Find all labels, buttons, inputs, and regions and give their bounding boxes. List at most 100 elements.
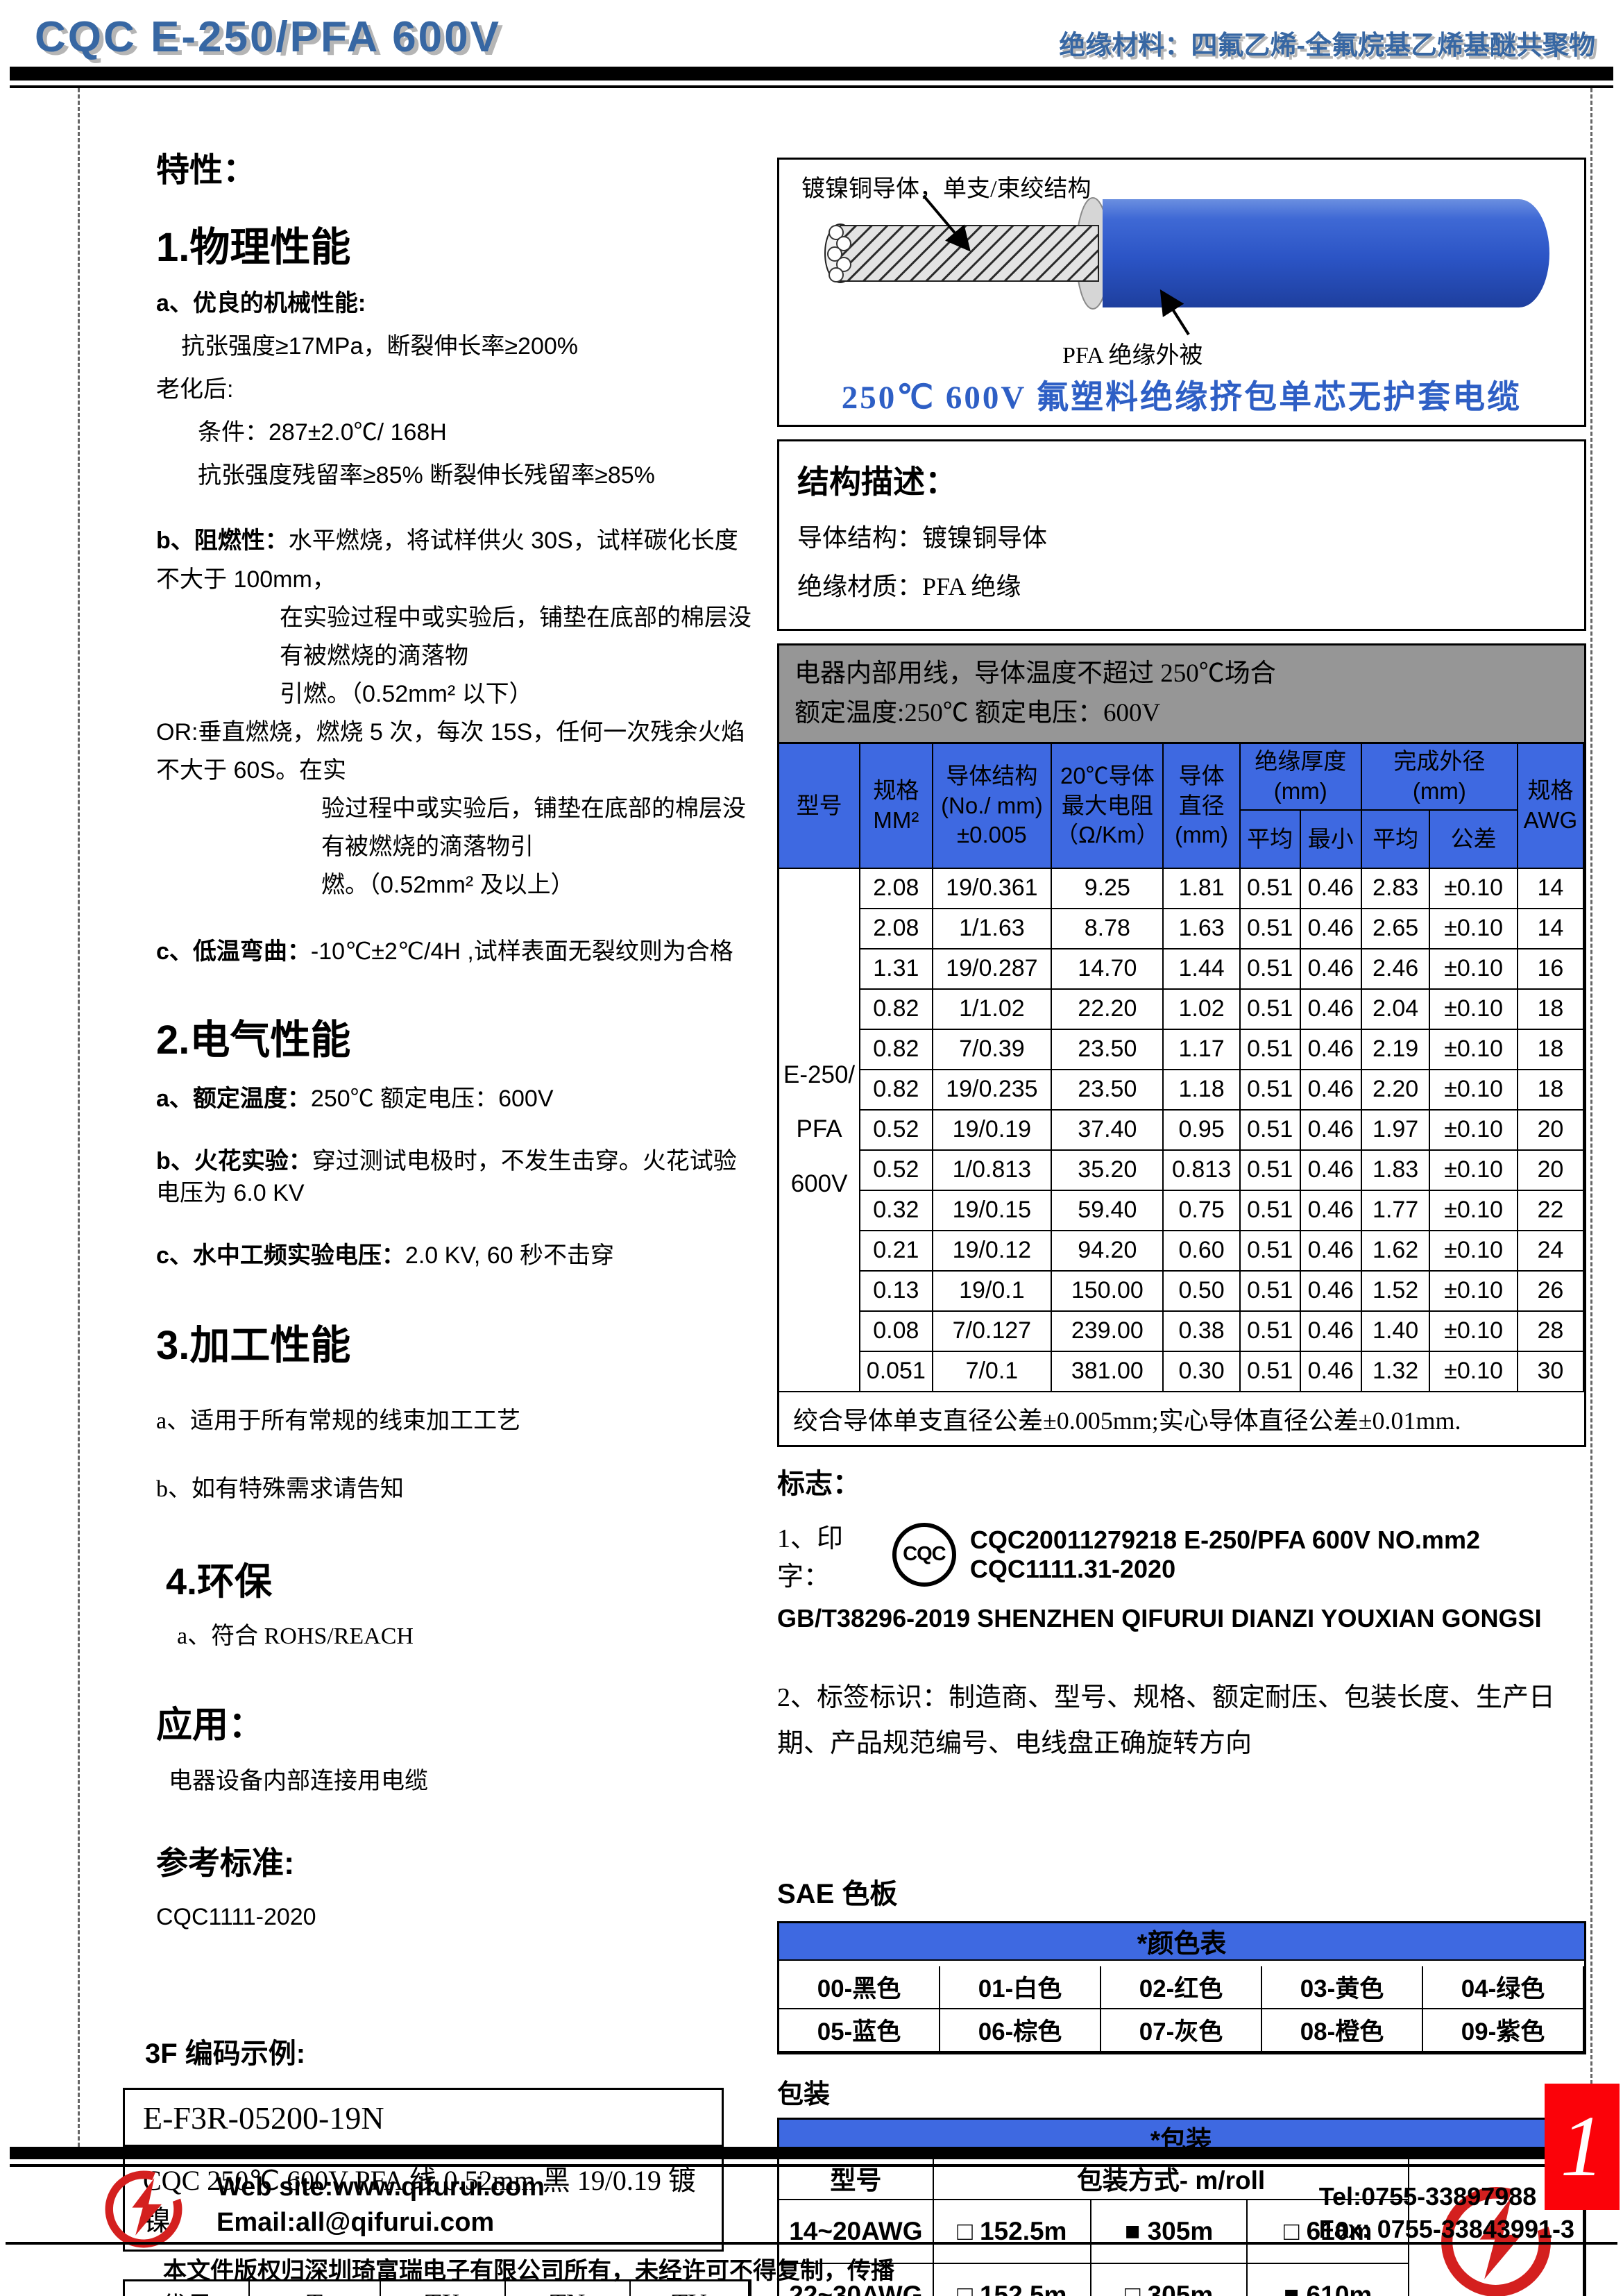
spec-cell: 0.46 (1300, 1190, 1362, 1231)
spec-cell: 0.82 (860, 1029, 933, 1070)
spec-cell: 18 (1518, 1070, 1584, 1111)
footer-tel: Tel:0755-33897988 (1318, 2182, 1537, 2211)
spec-table-body: E-250/ PFA 600V 2.08 19/0.361 9.25 1.81 … (779, 868, 1584, 1392)
packaging-option-checkbox: ■ 305m (1091, 2200, 1248, 2264)
spec-cell: 7/0.127 (933, 1311, 1053, 1352)
spec-cell: 19/0.15 (933, 1190, 1053, 1231)
spec-cell: 1/0.813 (933, 1150, 1053, 1191)
color-cell: 03-黄色 (1262, 1966, 1423, 2009)
conductor-callout-label: 镀镍铜导体，单支/束绞结构 (801, 176, 1091, 202)
env-heading: 4.环保 (166, 1561, 273, 1603)
spec-cell: 2.08 (860, 868, 933, 909)
spec-cell: 14 (1518, 868, 1584, 909)
phys-a-label: a、优良的机械性能: (156, 290, 366, 316)
spec-cell: 0.50 (1164, 1271, 1241, 1312)
footer-email[interactable]: Email:all@qifurui.com (216, 2208, 495, 2238)
spec-cell: ±0.10 (1430, 949, 1518, 990)
spec-cell: 0.75 (1164, 1190, 1241, 1231)
spec-cell: 0.51 (1240, 1351, 1301, 1392)
physical-heading: 1.物理性能 (156, 225, 351, 270)
spec-cell: 19/0.19 (933, 1110, 1053, 1151)
spec-cell: 14 (1518, 909, 1584, 949)
spec-cell: 239.00 (1052, 1311, 1164, 1352)
elec-a: a、额定温度：250℃ 额定电压：600V (156, 1083, 755, 1115)
color-table-title: *颜色表 (779, 1923, 1584, 1961)
spec-cell: 0.46 (1300, 1231, 1362, 1272)
spec-cell: 0.51 (1240, 1190, 1301, 1231)
marks-print-line: 1、印字： CQC CQC20011279218 E-250/PFA 600V … (777, 1517, 1586, 1593)
col-od-tol: 公差 (1430, 810, 1518, 869)
page-number: 1 (1560, 2098, 1604, 2195)
electrical-heading: 2.电气性能 (156, 1018, 351, 1063)
elec-b-text: 穿过测试电极时，不发生击穿。火花试验电压为 6.0 KV (156, 1148, 737, 1206)
usage-band: 电器内部用线，导体温度不超过 250℃场合 额定温度:250℃ 额定电压：600… (779, 645, 1584, 744)
col-finished-od: 完成外径 (mm) (1361, 743, 1518, 811)
spec-cell: 0.08 (860, 1311, 933, 1352)
spec-cell: 1.31 (860, 949, 933, 990)
footer-contact-left: Web site:www.qifurui.com Email:all@qifur… (216, 2170, 545, 2241)
spec-cell: 0.82 (860, 1070, 933, 1111)
usage-line1: 电器内部用线，导体温度不超过 250℃场合 (794, 659, 1276, 688)
spec-cell: 0.051 (860, 1351, 933, 1392)
spec-cell: 1.83 (1361, 1150, 1431, 1191)
footer-website[interactable]: Web site:www.qifurui.com (216, 2172, 545, 2202)
spec-cell: 19/0.235 (933, 1070, 1053, 1111)
spec-cell: 19/0.361 (933, 868, 1053, 909)
spec-table: 电器内部用线，导体温度不超过 250℃场合 额定温度:250℃ 额定电压：600… (777, 643, 1586, 1447)
elec-c-label: c、水中工频实验电压： (156, 1242, 405, 1269)
col-ins-avg: 平均 (1240, 810, 1301, 869)
color-table: *颜色表 00-黑色 01-白色 02-红色 03-黄色 04-绿色 05-蓝色… (777, 1921, 1586, 2054)
spec-cell: 24 (1518, 1231, 1584, 1272)
page-number-badge: 1 (1545, 2084, 1620, 2210)
spec-cell: ±0.10 (1430, 1190, 1518, 1231)
spec-cell: 18 (1518, 1029, 1584, 1070)
conductor-type-cell: TN (506, 2281, 631, 2296)
col-conductor-structure: 导体结构 (No./ mm) ±0.005 (933, 743, 1053, 869)
spec-cell: 2.19 (1361, 1029, 1431, 1070)
packaging-option-checkbox: □ 152.5m (934, 2263, 1092, 2296)
spec-cell: ±0.10 (1430, 1029, 1518, 1070)
flame-or-line1: OR:垂直燃烧，燃烧 5 次，每次 15S，任何一次残余火焰不大于 60S。在实 (156, 718, 745, 784)
color-cell: 05-蓝色 (779, 2009, 940, 2052)
spec-cell: 0.51 (1240, 1150, 1301, 1191)
cable-caption: 250℃ 600V 氟塑料绝缘挤包单芯无护套电缆 (841, 380, 1522, 416)
marks-print-text2: GB/T38296-2019 SHENZHEN QIFURUI DIANZI Y… (777, 1603, 1542, 1632)
spec-cell: 1.40 (1361, 1311, 1431, 1352)
spec-cell: 0.46 (1300, 909, 1362, 949)
elec-b-label: b、火花实验： (156, 1148, 312, 1175)
spec-cell: 0.52 (860, 1110, 933, 1151)
cable-diagram: 镀镍铜导体，单支/束绞结构 PFA 绝缘外被 250℃ 600V 氟塑料绝缘挤包… (777, 158, 1586, 427)
elec-c: c、水中工频实验电压：2.0 KV, 60 秒不击穿 (156, 1240, 755, 1272)
spec-cell: 22.20 (1052, 989, 1164, 1030)
spec-cell: 0.46 (1300, 1110, 1362, 1151)
spec-cell: 0.82 (860, 989, 933, 1030)
spec-cell: 0.13 (860, 1271, 933, 1312)
processing-heading: 3.加工性能 (156, 1322, 351, 1368)
spec-cell: ±0.10 (1430, 1351, 1518, 1392)
flame-retardant-block: b、阻燃性：水平燃烧，将试样供火 30S，试样碳化长度不大于 100mm， 在实… (156, 522, 755, 904)
spec-cell: 0.51 (1240, 1070, 1301, 1111)
spec-cell: 94.20 (1052, 1231, 1164, 1272)
color-cell: 09-紫色 (1423, 2009, 1584, 2052)
spec-cell: 28 (1518, 1311, 1584, 1352)
spec-cell: 14.70 (1052, 949, 1164, 990)
packaging-col-method: 包装方式- m/roll (933, 2156, 1410, 2200)
spec-cell: 16 (1518, 949, 1584, 990)
spec-cell: 1.18 (1164, 1070, 1241, 1111)
cable-drawing-icon (824, 194, 1549, 336)
flame-text1: 水平燃烧，将试样供火 30S，试样碳化长度不大于 100mm， (156, 527, 738, 593)
page-body: 特性： 1.物理性能 a、优良的机械性能: 抗张强度≥17MPa，断裂伸长率≥2… (78, 88, 1592, 2296)
structure-insulation: 绝缘材质：PFA 绝缘 (797, 573, 1021, 600)
spec-cell: 37.40 (1052, 1110, 1164, 1151)
conductor-type-cell: TX (381, 2281, 506, 2296)
sae-heading: SAE 色板 (777, 1878, 898, 1909)
spec-cell: ±0.10 (1430, 1311, 1518, 1352)
spec-cell: 19/0.1 (933, 1271, 1053, 1312)
spec-table-header: 型号 规格 MM² 导体结构 (No./ mm) ±0.005 20℃导体 最大电阻 （Ω… (779, 743, 1584, 869)
col-awg: 规格 AWG (1518, 743, 1584, 869)
color-cell: 02-红色 (1101, 1966, 1262, 2009)
flame-line1: b、阻燃性：水平燃烧，将试样供火 30S，试样碳化长度不大于 100mm， (156, 522, 755, 598)
col-ins-min: 最小 (1300, 810, 1362, 869)
spec-cell: 0.60 (1164, 1231, 1241, 1272)
